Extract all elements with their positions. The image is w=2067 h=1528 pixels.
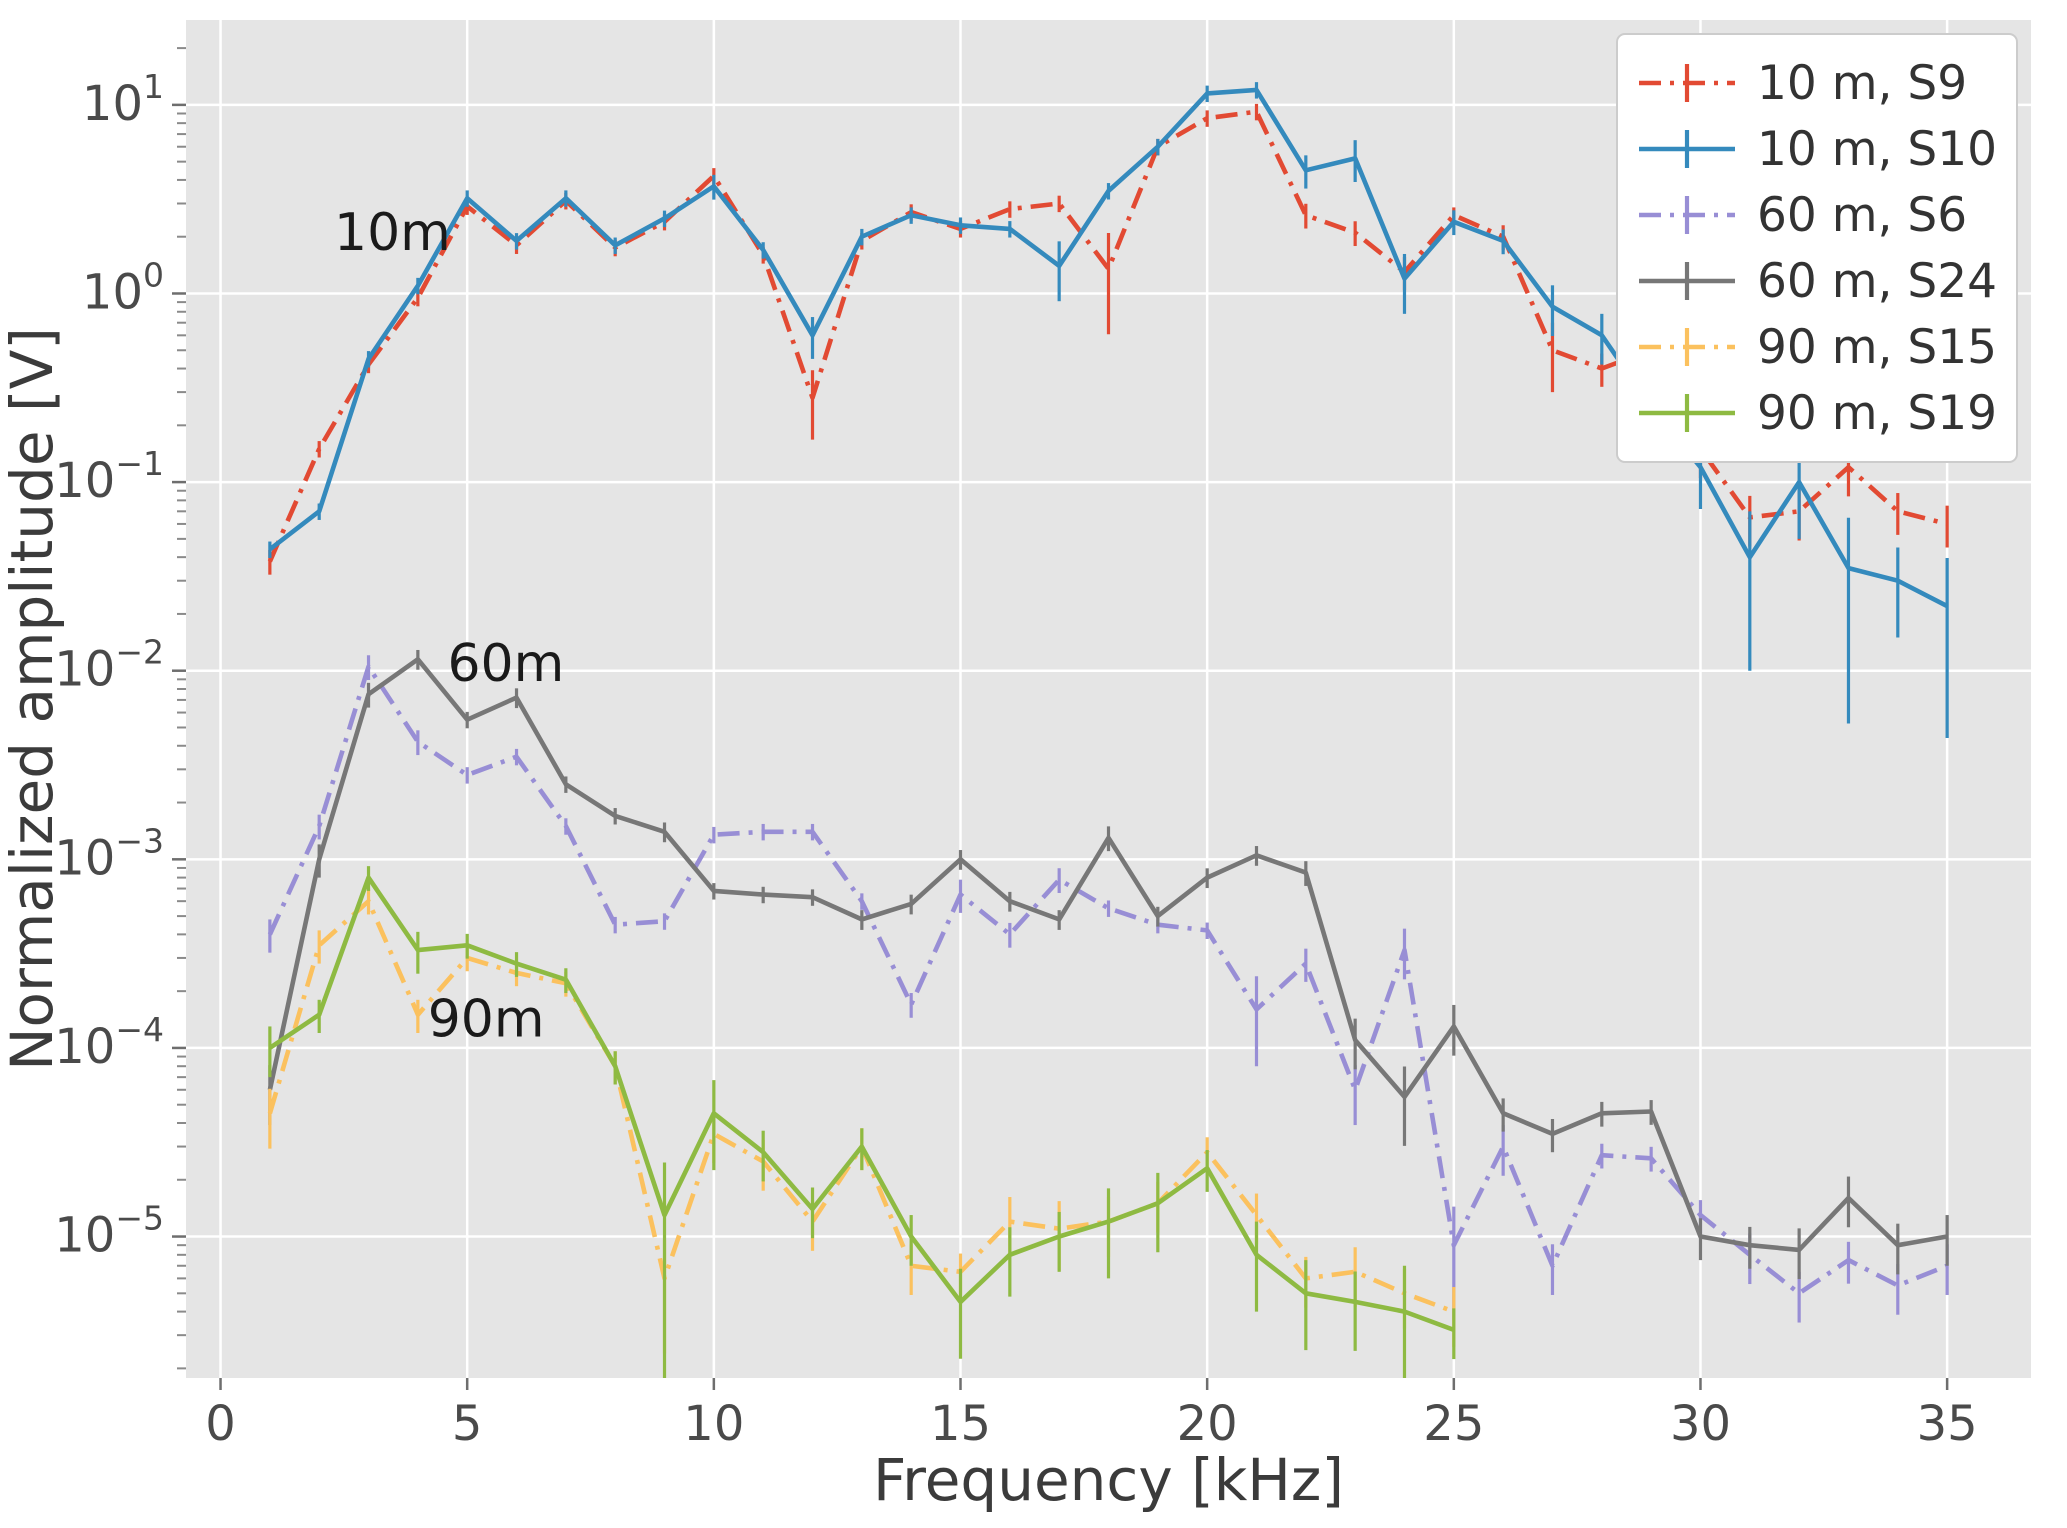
y-tick-label: 10−2 [54, 633, 164, 698]
y-axis-label: Normalized amplitude [V] [0, 327, 66, 1071]
annotation-90m: 90m [428, 989, 545, 1049]
series-layer [267, 82, 1949, 1378]
x-tick-label: 10 [683, 1396, 744, 1452]
legend: 10 m, S9 10 m, S10 60 m, S6 60 m, S24 90 m, … [1616, 33, 2018, 463]
legend-item-60-m-s24: 60 m, S24 [1639, 254, 1997, 309]
legend-label: 10 m, S10 [1757, 122, 1997, 177]
y-minor-ticks [177, 47, 186, 1370]
y-tick-label: 100 [82, 255, 164, 320]
series-line [268, 875, 1455, 1333]
y-tick-label: 10−5 [54, 1199, 164, 1264]
x-axis-label: Frequency [kHz] [873, 1446, 1344, 1514]
annotation-10m: 10m [334, 203, 451, 263]
legend-label: 60 m, S24 [1757, 254, 1997, 309]
x-tick-label: 30 [1670, 1396, 1731, 1452]
axis-ticks [172, 103, 1949, 1390]
x-tick-label: 15 [930, 1396, 991, 1452]
series-line [267, 664, 1948, 1296]
y-tick-label: 10−1 [54, 444, 164, 509]
legend-label: 90 m, S19 [1757, 386, 1997, 441]
x-tick-label: 35 [1917, 1396, 1978, 1452]
legend-item-10-m-s10: 10 m, S10 [1639, 122, 1997, 177]
y-tick-label: 10−3 [54, 821, 164, 886]
y-tick-label: 10−4 [54, 1010, 164, 1075]
series-90-m-s19 [268, 866, 1456, 1378]
legend-item-90-m-s15: 90 m, S15 [1639, 320, 1997, 375]
series-line [267, 657, 1948, 1253]
legend-label: 10 m, S9 [1757, 56, 1967, 111]
y-tick-labels: 10−5 10−4 10−3 10−2 10−1 100 101 [54, 67, 164, 1264]
legend-label: 60 m, S6 [1757, 188, 1967, 243]
legend-item-90-m-s19: 90 m, S19 [1639, 386, 1997, 441]
x-tick-labels: 0 5 10 15 20 25 30 35 [205, 1396, 1977, 1452]
legend-item-60-m-s6: 60 m, S6 [1639, 188, 1967, 243]
x-tick-label: 5 [452, 1396, 483, 1452]
legend-box [1616, 33, 2018, 463]
legend-label: 90 m, S15 [1757, 320, 1997, 375]
annotation-60m: 60m [447, 634, 564, 694]
x-tick-label: 0 [205, 1396, 236, 1452]
y-tick-label: 101 [82, 67, 164, 132]
x-tick-label: 20 [1177, 1396, 1238, 1452]
legend-item-10-m-s9: 10 m, S9 [1639, 56, 1967, 111]
x-tick-label: 25 [1423, 1396, 1484, 1452]
